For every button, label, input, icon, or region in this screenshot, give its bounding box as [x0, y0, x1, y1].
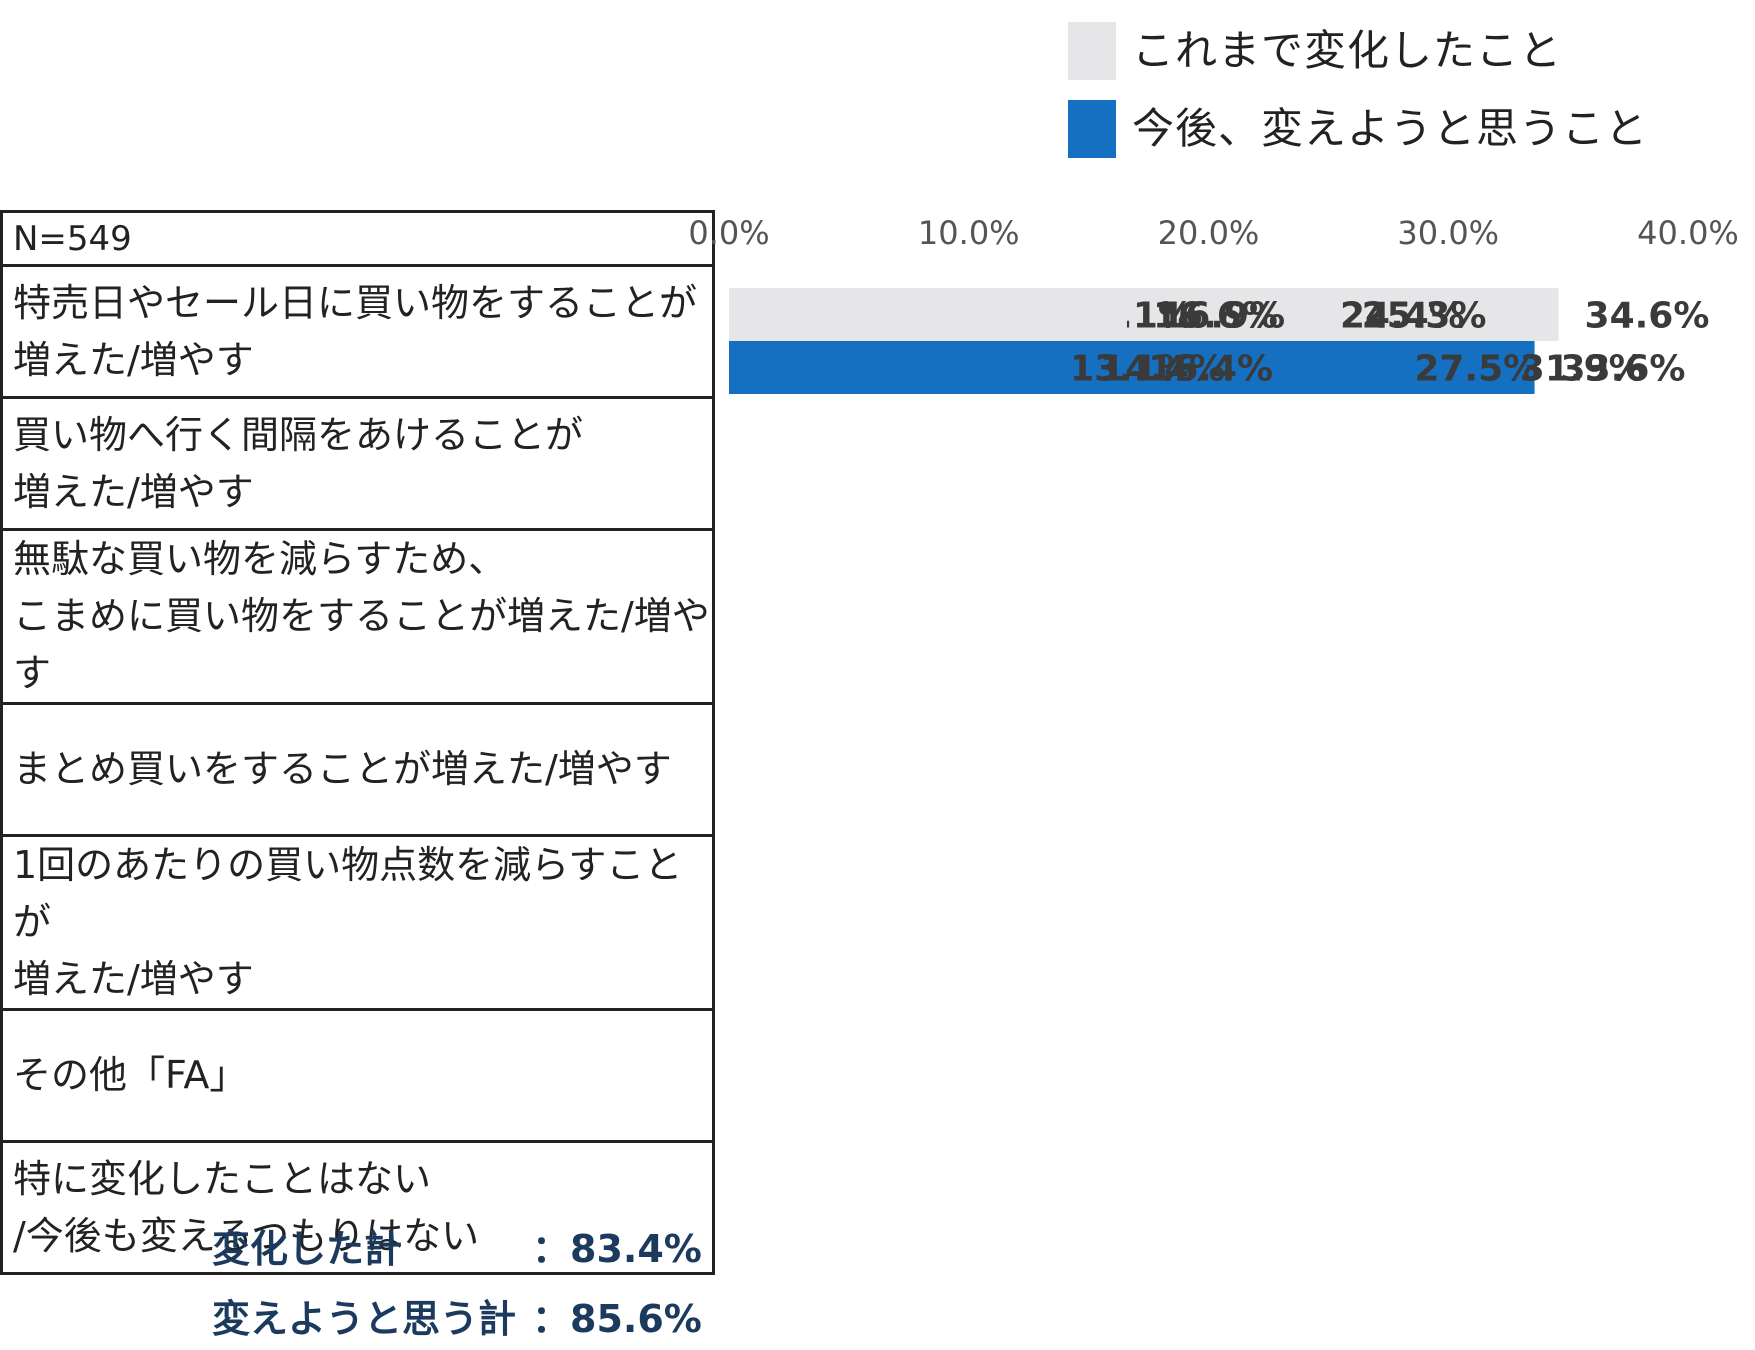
table-row: 無駄な買い物を減らすため、 こまめに買い物をすることが増えた/増やす	[0, 528, 715, 705]
table-row: 特売日やセール日に買い物をすることが 増えた/増やす	[0, 264, 715, 399]
x-tick-label: 10.0%	[918, 214, 1020, 252]
bar-past-7	[729, 288, 1127, 341]
category-table: N=549 特売日やセール日に買い物をすることが 増えた/増やす 買い物へ行く間…	[0, 210, 715, 1275]
category-label-1: 特売日やセール日に買い物をすることが 増えた/増やす	[13, 280, 698, 382]
summary-changed-value: ：83.4%	[532, 1227, 702, 1271]
legend-swatch-future	[1068, 100, 1116, 158]
value-label-past-2: 25.3%	[1362, 296, 1487, 337]
legend-swatch-past	[1068, 22, 1116, 80]
legend-label-past: これまで変化したこと	[1132, 26, 1563, 75]
table-row: 買い物へ行く間隔をあけることが 増えた/増やす	[0, 396, 715, 531]
value-label-past-3: 24.4%	[1340, 296, 1465, 337]
summary-will-change: 変えようと思う計 ：85.6%	[212, 1288, 702, 1343]
category-label-2: 買い物へ行く間隔をあけることが 増えた/増やす	[13, 412, 584, 514]
summary-changed-label: 変化した計	[212, 1227, 403, 1271]
value-label-future-1: 33.6%	[1561, 349, 1686, 390]
sample-size-cell: N=549	[0, 210, 715, 267]
value-label-future-7: 14.4%	[1100, 349, 1225, 390]
category-label-6: その他「FA」	[13, 1053, 248, 1097]
value-label-future-3: 27.5%	[1414, 349, 1539, 390]
value-label-past-1: 34.6%	[1585, 296, 1710, 337]
table-row: 1回のあたりの買い物点数を減らすことが 増えた/増やす	[0, 834, 715, 1011]
value-label-future-4: 16.4%	[1148, 349, 1273, 390]
category-label-5: 1回のあたりの買い物点数を減らすことが 増えた/増やす	[13, 843, 683, 1001]
bar-future-7	[729, 341, 1075, 394]
category-label-3: 無駄な買い物を減らすため、 こまめに買い物をすることが増えた/増やす	[13, 537, 710, 695]
table-header-row: N=549	[0, 210, 715, 267]
value-label-past-7: 16.6%	[1153, 296, 1278, 337]
summary-changed: 変化した計 ：83.4%	[212, 1218, 702, 1273]
summary-will-change-label: 変えようと思う計	[212, 1297, 517, 1341]
value-label-future-2: 31.9%	[1520, 349, 1645, 390]
category-label-4: まとめ買いをすることが増えた/増やす	[13, 747, 672, 791]
table-row: 特に変化したことはない /今後も変えるつもりはない	[0, 1140, 715, 1275]
table-row: その他「FA」	[0, 1008, 715, 1143]
value-label-future-5: 13.1%	[1069, 349, 1194, 390]
x-tick-label: 40.0%	[1637, 214, 1739, 252]
legend-label-future: 今後、変えようと思うこと	[1132, 104, 1649, 153]
summary-will-change-value: ：85.6%	[532, 1297, 702, 1341]
value-label-past-4: 16.9%	[1160, 296, 1285, 337]
category-label-7: 特に変化したことはない /今後も変えるつもりはない	[13, 1156, 480, 1258]
x-tick-label: 30.0%	[1397, 214, 1499, 252]
table-row: まとめ買いをすることが増えた/増やす	[0, 702, 715, 837]
x-tick-label: 0.0%	[688, 214, 769, 252]
x-tick-label: 20.0%	[1158, 214, 1260, 252]
